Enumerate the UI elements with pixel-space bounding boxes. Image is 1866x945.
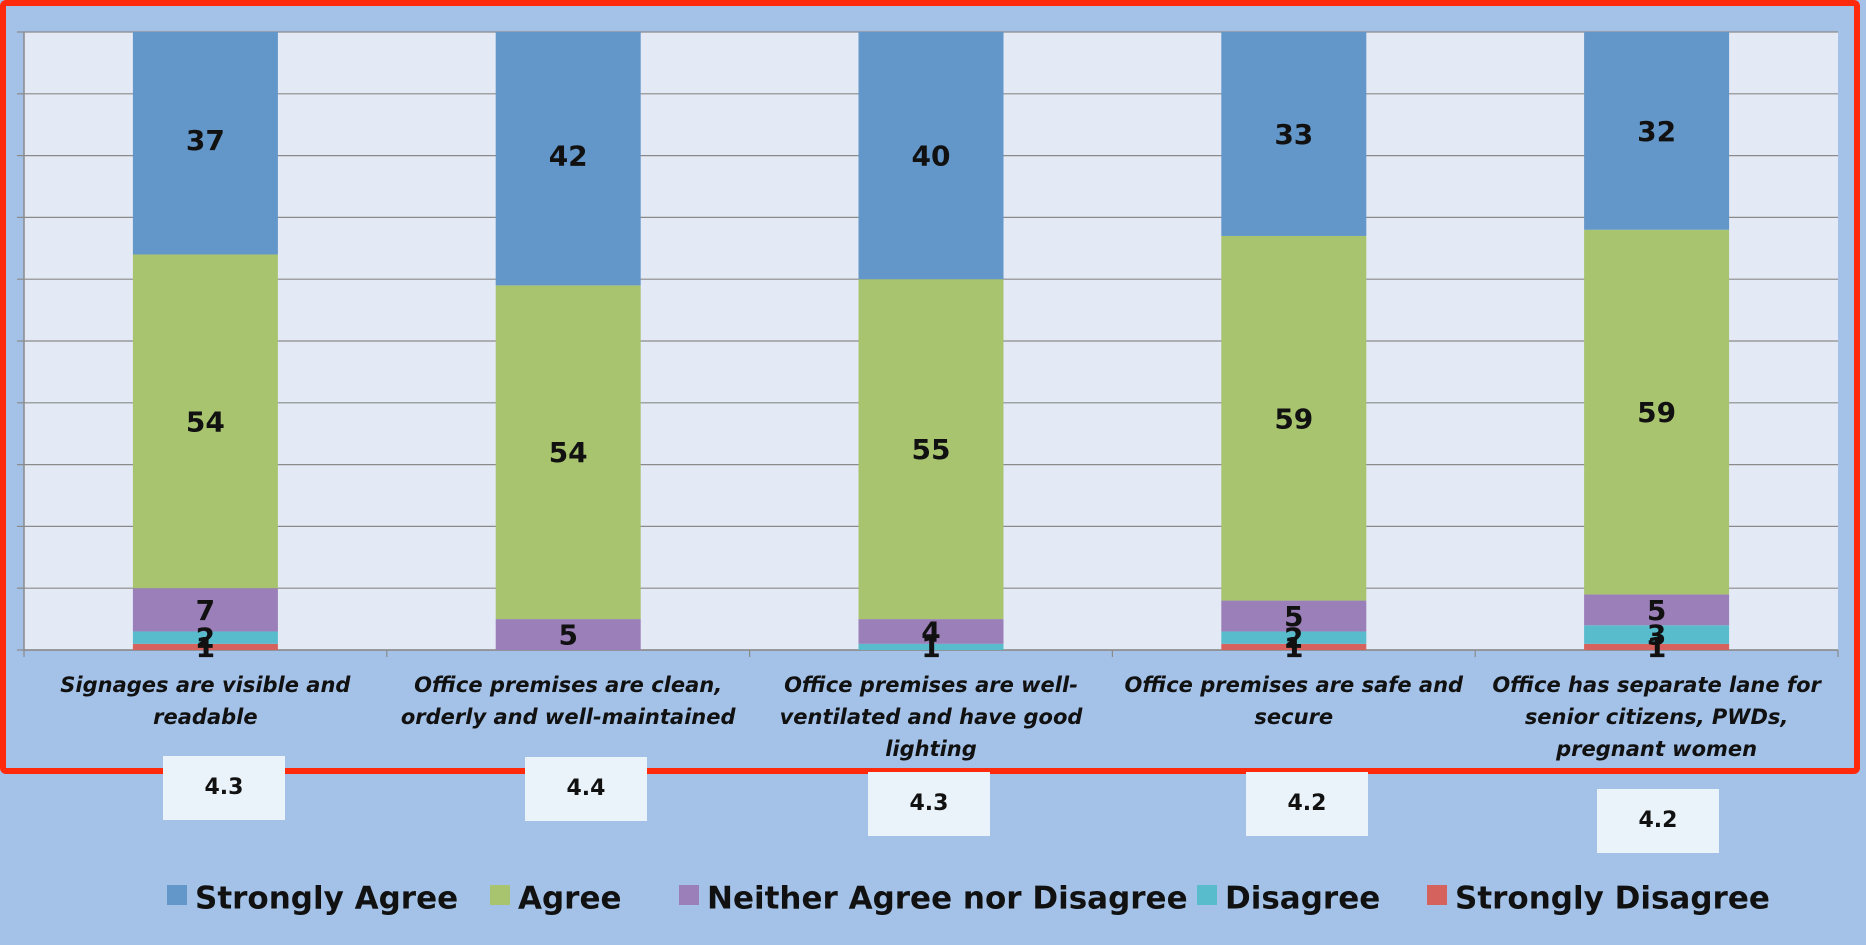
legend-label: Strongly Agree [195,881,458,917]
legend-swatch [679,885,699,905]
data-label: 55 [912,433,951,466]
data-label: 54 [549,436,588,469]
data-label: 32 [1637,115,1676,148]
data-label: 1 [1647,631,1666,664]
legend-swatch [490,885,510,905]
bar-segment [1221,631,1367,644]
legend-label: Disagree [1225,881,1380,917]
score-box: 4.3 [163,756,285,820]
bar-segment [1584,625,1730,644]
legend-label: Agree [518,881,622,917]
data-label: 1 [196,631,215,664]
legend-swatch [1427,885,1447,905]
bar-segment [495,285,641,620]
data-label: 2 [1284,622,1303,655]
legend-label: Strongly Disagree [1455,881,1770,917]
data-label: 59 [1274,402,1313,435]
bar-segment [1221,600,1367,632]
data-label: 33 [1274,118,1313,151]
data-label: 3 [1647,619,1666,652]
bar-segment [132,588,278,632]
data-label: 1 [1284,631,1303,664]
bar-segment [858,32,1004,280]
bar-segment [1221,32,1367,236]
legend-label: Neither Agree nor Disagree [707,881,1188,917]
legend-swatch [167,885,187,905]
bar-segment [858,643,1004,650]
bar-segment [132,643,278,650]
data-label: 5 [558,619,577,652]
x-tick-label: Office premises are well-ventilated and … [779,673,1083,761]
bar-segment [495,619,641,650]
data-label: 5 [1284,600,1303,633]
x-tick-label: Office has separate lane for senior citi… [1492,673,1821,761]
bar-segment [1584,643,1730,650]
data-label: 1 [921,631,940,664]
bar-segment [858,279,1004,620]
data-label: 7 [196,594,215,627]
data-label: 42 [549,140,588,173]
x-tick-label: Office premises are safe and secure [1124,673,1464,729]
data-label: 59 [1637,396,1676,429]
bar-segment [1221,643,1367,650]
data-label: 40 [912,140,951,173]
bars [132,32,1730,650]
x-tick-label: Office premises are clean, orderly and w… [400,673,736,729]
score-box: 4.3 [868,772,990,836]
bar-segment [132,254,278,589]
bar-segment [1221,235,1367,601]
data-label: 4 [921,615,940,648]
bar-segment [1584,229,1730,595]
legend-swatch [1197,885,1217,905]
bar-segment [495,32,641,286]
bar-segment [132,32,278,255]
data-label: 54 [186,405,225,438]
data-label: 37 [186,124,225,157]
bar-segment [1584,32,1730,230]
score-box: 4.2 [1597,789,1719,853]
x-tick-label: Signages are visible and readable [60,673,351,729]
bar-segment [858,619,1004,644]
bar-segment [1584,594,1730,626]
bar-segment [132,631,278,644]
data-label: 5 [1647,594,1666,627]
score-box: 4.2 [1246,772,1368,836]
score-box: 4.4 [525,757,647,821]
highlight-frame [0,0,1860,774]
data-label: 2 [196,622,215,655]
